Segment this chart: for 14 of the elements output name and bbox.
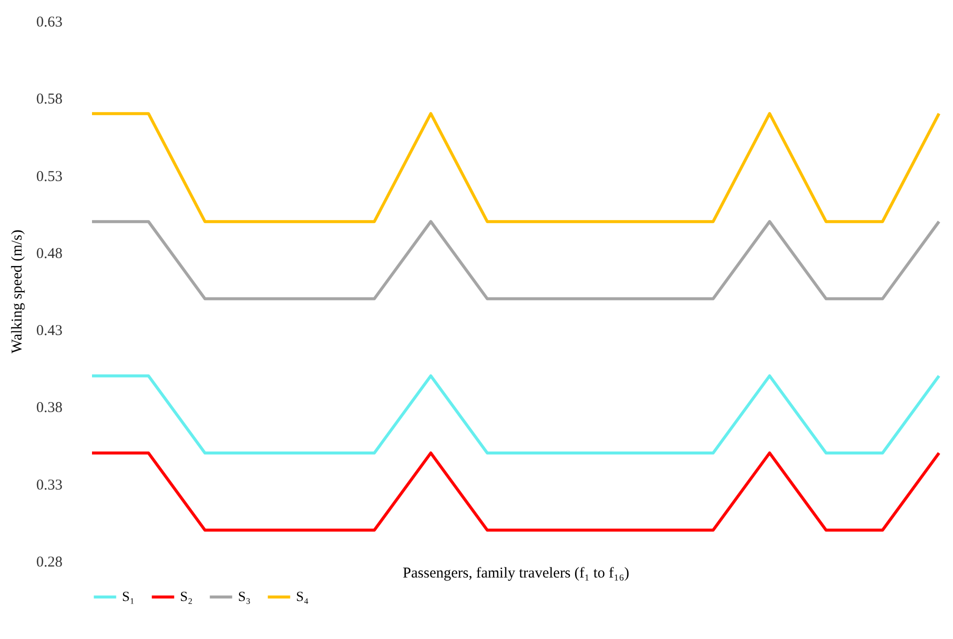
- y-tick-label: 0.58: [36, 92, 62, 108]
- y-tick-label: 0.63: [36, 14, 62, 30]
- y-tick-label: 0.53: [36, 168, 62, 185]
- legend-label: S₃: [238, 590, 251, 605]
- y-tick-label: 0.43: [36, 323, 62, 340]
- y-tick-label: 0.48: [36, 246, 62, 262]
- y-tick-label: 0.28: [36, 554, 62, 570]
- y-tick-label: 0.33: [36, 477, 62, 494]
- legend-label: S₁: [122, 590, 135, 605]
- legend-label: S₄: [296, 590, 309, 605]
- legend-label: S₂: [180, 590, 193, 605]
- y-axis-title: Walking speed (m/s): [9, 230, 26, 354]
- x-axis-title: Passengers, family travelers (f₁ to f₁₆): [402, 566, 630, 582]
- y-tick-label: 0.38: [36, 400, 62, 416]
